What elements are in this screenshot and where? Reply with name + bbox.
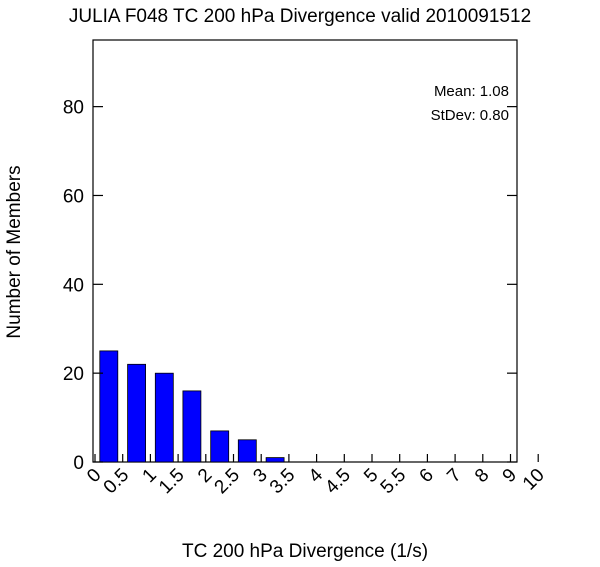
y-tick-label: 60 [63,186,84,207]
y-tick-label: 40 [63,275,84,296]
y-axis-label: Number of Members [4,165,25,338]
x-axis-label: TC 200 hPa Divergence (1/s) [182,541,428,562]
x-tick-label: 10 [519,465,549,495]
stats-mean: Mean: 1.08 [434,83,509,100]
y-tick-label: 20 [63,364,84,385]
bar-2.5 [237,439,257,463]
x-tick-label: 9 [499,465,521,487]
bar-1 [154,372,174,463]
chart-title: JULIA F048 TC 200 hPa Divergence valid 2… [69,6,531,27]
stats-stdev: StDev: 0.80 [431,107,509,124]
bar-0 [99,350,119,463]
x-tick-label: 6 [416,465,438,487]
bar-0.5 [127,363,146,463]
x-tick-label: 5.5 [377,465,411,499]
x-tick-label: 0.5 [100,465,134,499]
x-tick-label: 3.5 [266,465,300,499]
plot-frame [92,39,518,463]
x-tick-label: 1.5 [155,465,189,499]
x-tick-label: 7 [443,465,465,487]
x-tick-label: 8 [471,465,493,487]
x-tick-label: 4.5 [321,465,355,499]
bar-3 [265,457,285,463]
x-tick-label: 2.5 [211,465,245,499]
y-tick-label: 0 [73,453,84,474]
y-tick-label: 80 [63,98,84,119]
bar-1.5 [182,390,202,463]
bar-2 [210,430,230,463]
